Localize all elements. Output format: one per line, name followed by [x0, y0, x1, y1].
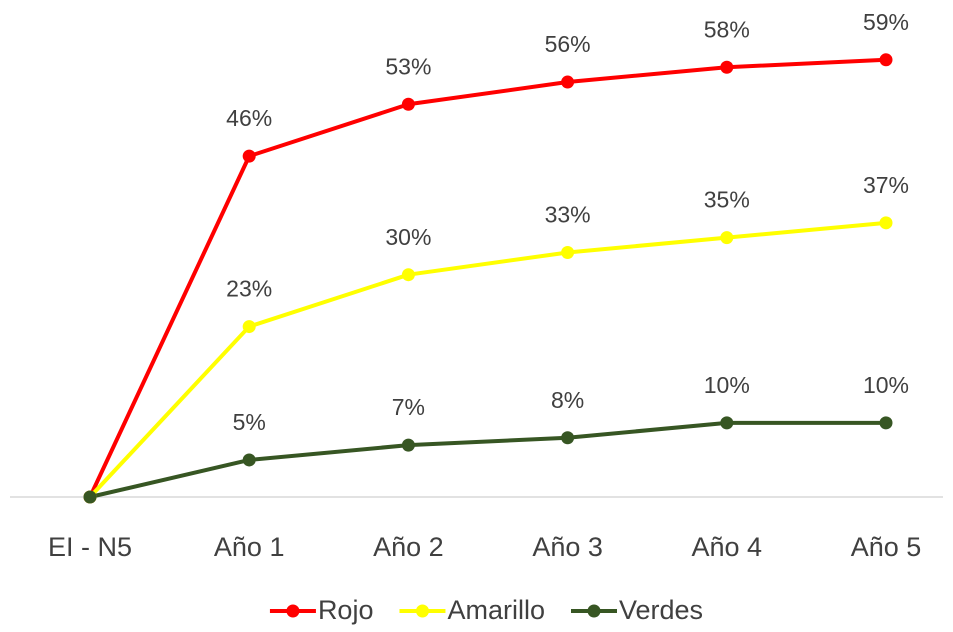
data-label: 23%	[226, 276, 272, 302]
data-label: 58%	[704, 16, 750, 42]
data-point	[879, 416, 893, 430]
data-label: 33%	[545, 202, 591, 228]
data-point	[720, 416, 734, 430]
data-point	[83, 490, 97, 504]
legend-marker	[286, 604, 300, 618]
data-point	[242, 320, 256, 334]
x-tick-label: Año 1	[214, 532, 285, 562]
series-line	[88, 220, 887, 499]
data-point	[720, 231, 734, 245]
data-label: 5%	[233, 409, 266, 435]
data-point	[561, 245, 575, 259]
data-point	[242, 453, 256, 467]
series-line	[89, 420, 886, 499]
x-tick-label: Año 2	[373, 532, 444, 562]
legend-marker	[415, 604, 429, 618]
data-point	[401, 268, 415, 282]
series-line	[88, 57, 887, 498]
data-label: 35%	[704, 187, 750, 213]
legend-item: Rojo	[269, 595, 374, 625]
x-tick-label: Año 3	[532, 532, 603, 562]
data-label: 30%	[385, 224, 431, 250]
x-tick-label: EI - N5	[48, 532, 132, 562]
data-label: 46%	[226, 105, 272, 131]
legend-label: Verdes	[619, 595, 703, 625]
legend-item: Verdes	[571, 595, 703, 625]
data-point	[242, 149, 256, 163]
data-label: 10%	[863, 372, 909, 398]
legend-item: Amarillo	[399, 595, 545, 625]
data-label: 37%	[863, 172, 909, 198]
data-label: 56%	[545, 31, 591, 57]
legend-label: Rojo	[318, 595, 374, 625]
legend-label: Amarillo	[447, 595, 545, 625]
x-tick-label: Año 5	[851, 532, 922, 562]
data-label: 8%	[551, 387, 584, 413]
data-point	[561, 75, 575, 89]
data-label: 7%	[392, 394, 425, 420]
x-tick-label: Año 4	[692, 532, 763, 562]
data-point	[401, 438, 415, 452]
legend-marker	[587, 604, 601, 618]
data-point	[561, 431, 575, 445]
data-point	[401, 97, 415, 111]
data-label: 10%	[704, 372, 750, 398]
data-label: 59%	[863, 9, 909, 35]
data-point	[720, 60, 734, 74]
data-point	[879, 216, 893, 230]
data-point	[879, 53, 893, 67]
data-label: 53%	[385, 53, 431, 79]
